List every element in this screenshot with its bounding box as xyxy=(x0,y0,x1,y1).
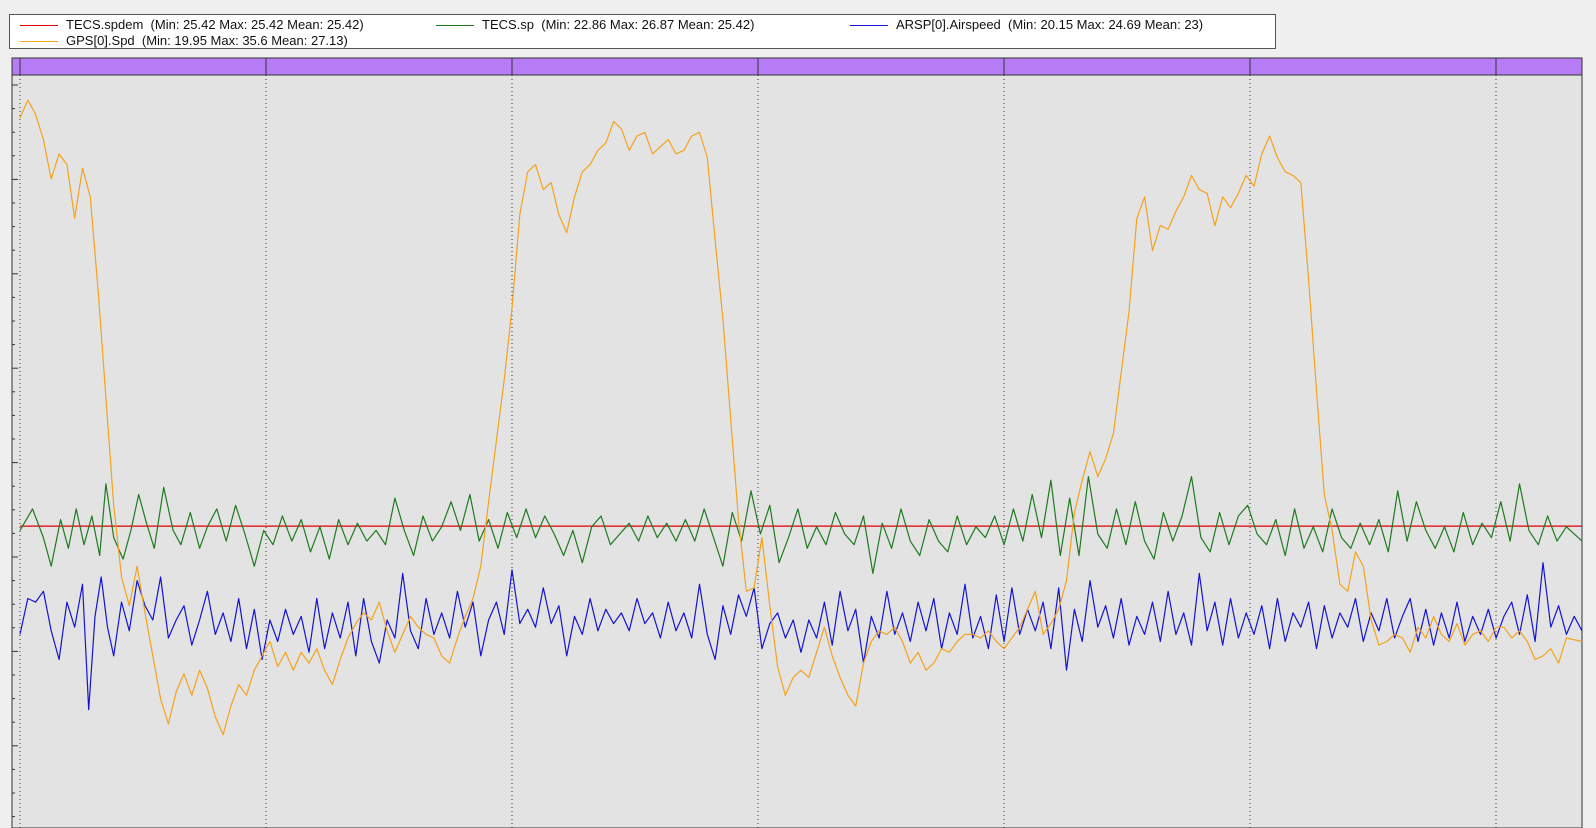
plot-background xyxy=(11,57,1583,828)
legend-item-gps-spd: GPS[0].Spd (Min: 19.95 Max: 35.6 Mean: 2… xyxy=(16,33,348,48)
legend-label: ARSP[0].Airspeed xyxy=(896,17,1001,32)
legend-swatch xyxy=(436,25,474,27)
legend-stats: (Min: 22.86 Max: 26.87 Mean: 25.42) xyxy=(541,17,755,32)
legend-label: GPS[0].Spd xyxy=(66,33,135,48)
legend: TECS.spdem (Min: 25.42 Max: 25.42 Mean: … xyxy=(9,14,1276,49)
legend-stats: (Min: 20.15 Max: 24.69 Mean: 23) xyxy=(1008,17,1204,32)
legend-item-tecs-spdem: TECS.spdem (Min: 25.42 Max: 25.42 Mean: … xyxy=(16,17,364,32)
series-line-gps-0-spd xyxy=(19,99,1583,736)
series-line-tecs-sp xyxy=(19,476,1583,575)
legend-swatch xyxy=(850,25,888,27)
plot-area xyxy=(11,57,1583,828)
legend-swatch xyxy=(20,25,58,27)
legend-label: TECS.sp xyxy=(482,17,535,32)
legend-label: TECS.spdem xyxy=(66,17,144,32)
legend-stats: (Min: 25.42 Max: 25.42 Mean: 25.42) xyxy=(150,17,364,32)
legend-item-arsp-airspeed: ARSP[0].Airspeed (Min: 20.15 Max: 24.69 … xyxy=(846,17,1203,32)
legend-stats: (Min: 19.95 Max: 35.6 Mean: 27.13) xyxy=(141,33,348,48)
top-band xyxy=(11,57,1583,76)
series-line-arsp-0-airspeed xyxy=(19,562,1583,711)
legend-item-tecs-sp: TECS.sp (Min: 22.86 Max: 26.87 Mean: 25.… xyxy=(432,17,754,32)
legend-swatch xyxy=(20,41,58,43)
